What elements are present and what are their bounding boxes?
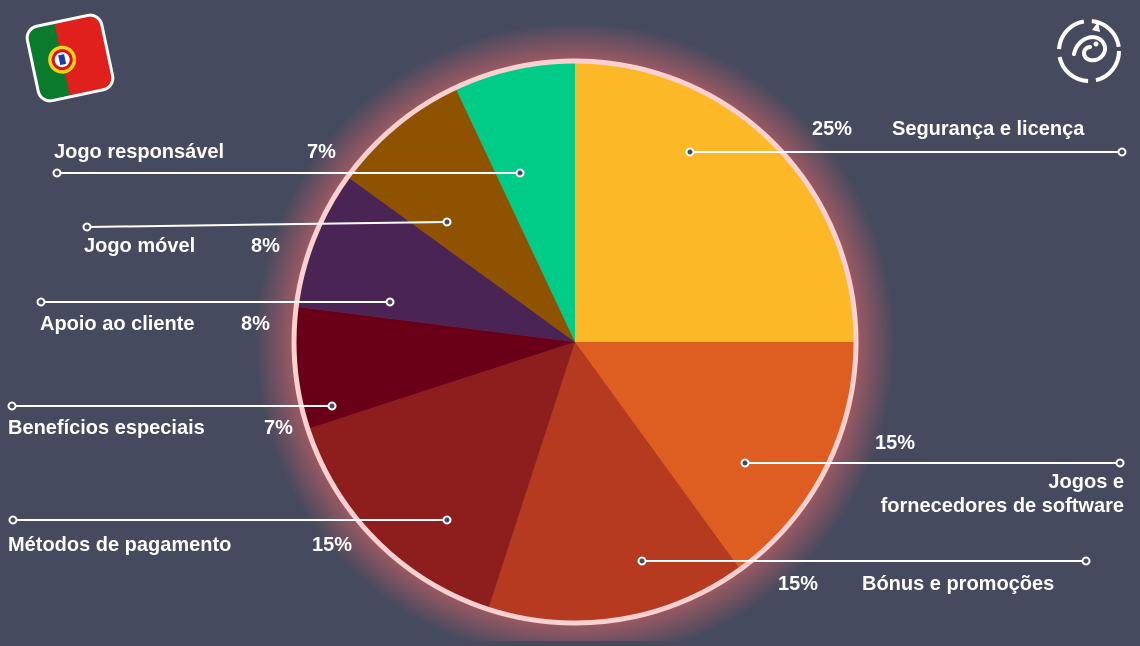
leader-dot-6-0 (82, 222, 92, 232)
slice-value-3: 15% (312, 534, 353, 556)
leader-dot-7-1 (515, 168, 525, 178)
slice-value-5: 8% (241, 313, 270, 335)
leader-dot-4-0 (7, 401, 17, 411)
leader-dot-3-0 (8, 515, 18, 525)
slice-value-0: 25% (812, 118, 853, 140)
slice-label-7: Jogo responsável (54, 141, 225, 163)
dragon-logo-icon (1052, 14, 1126, 88)
pie-slice-7 (456, 63, 575, 342)
leader-dot-0-0 (685, 147, 695, 157)
leader-dot-4-1 (327, 401, 337, 411)
slice-value-7: 7% (307, 141, 336, 163)
slice-label-4: Benefícios especiais (8, 417, 205, 439)
slice-value-1: 15% (875, 432, 916, 454)
pie-slice-1 (575, 342, 854, 568)
leader-dot-0-1 (1117, 147, 1127, 157)
slice-label-5: Apoio ao cliente (40, 313, 195, 335)
leader-dot-5-1 (385, 297, 395, 307)
pie-slice-0 (575, 63, 854, 342)
slice-label-2: Bónus e promoções (862, 573, 1055, 595)
leader-dot-3-1 (442, 515, 452, 525)
slice-label-3: Métodos de pagamento (8, 534, 232, 556)
pie-slice-4 (296, 307, 575, 429)
slice-label-0: Segurança e licença (892, 118, 1085, 140)
pie-border (291, 58, 859, 626)
leader-dot-2-1 (1081, 556, 1091, 566)
slice-label-6: Jogo móvel (84, 235, 196, 257)
slice-label-1: Jogos e fornecedores de software (880, 471, 1124, 517)
portugal-flag-icon (23, 11, 118, 106)
leader-dot-1-1 (1115, 458, 1125, 468)
leader-dot-1-0 (740, 458, 750, 468)
pie-slice-2 (488, 342, 739, 621)
leader-dot-5-0 (36, 297, 46, 307)
leader-dot-7-0 (52, 168, 62, 178)
slice-value-6: 8% (251, 235, 280, 257)
slice-value-4: 7% (264, 417, 293, 439)
leader-line-6 (86, 221, 448, 228)
pie-slice-3 (309, 342, 575, 608)
pie-slice-6 (349, 89, 575, 342)
slice-value-2: 15% (778, 573, 819, 595)
leader-dot-6-1 (442, 217, 452, 227)
leader-dot-2-0 (637, 556, 647, 566)
